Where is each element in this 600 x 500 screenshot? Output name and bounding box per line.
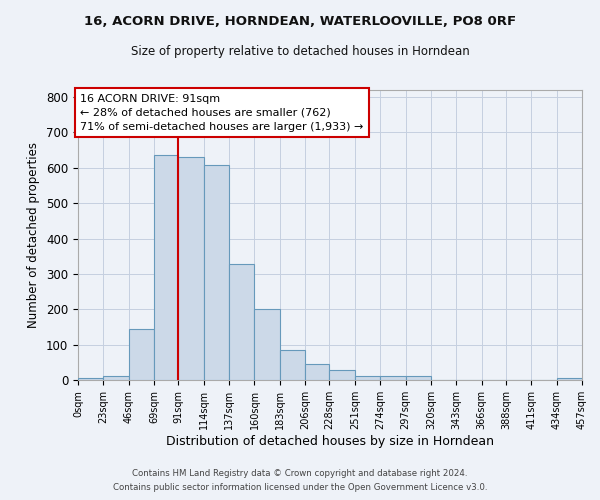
Bar <box>254 310 280 380</box>
Bar <box>305 364 329 380</box>
X-axis label: Distribution of detached houses by size in Horndean: Distribution of detached houses by size … <box>166 434 494 448</box>
Bar <box>355 376 380 380</box>
Y-axis label: Number of detached properties: Number of detached properties <box>28 142 40 328</box>
Bar <box>406 376 431 380</box>
Bar <box>78 378 103 380</box>
Bar <box>204 165 229 380</box>
Bar <box>229 264 254 380</box>
Text: 16 ACORN DRIVE: 91sqm
← 28% of detached houses are smaller (762)
71% of semi-det: 16 ACORN DRIVE: 91sqm ← 28% of detached … <box>80 94 364 132</box>
Bar <box>154 156 178 380</box>
Text: 16, ACORN DRIVE, HORNDEAN, WATERLOOVILLE, PO8 0RF: 16, ACORN DRIVE, HORNDEAN, WATERLOOVILLE… <box>84 15 516 28</box>
Text: Size of property relative to detached houses in Horndean: Size of property relative to detached ho… <box>131 45 469 58</box>
Bar <box>329 370 355 380</box>
Bar <box>129 328 154 380</box>
Text: Contains HM Land Registry data © Crown copyright and database right 2024.: Contains HM Land Registry data © Crown c… <box>132 468 468 477</box>
Bar <box>557 378 582 380</box>
Bar <box>103 376 129 380</box>
Text: Contains public sector information licensed under the Open Government Licence v3: Contains public sector information licen… <box>113 484 487 492</box>
Bar <box>380 376 406 380</box>
Bar <box>178 157 204 380</box>
Bar <box>280 350 305 380</box>
